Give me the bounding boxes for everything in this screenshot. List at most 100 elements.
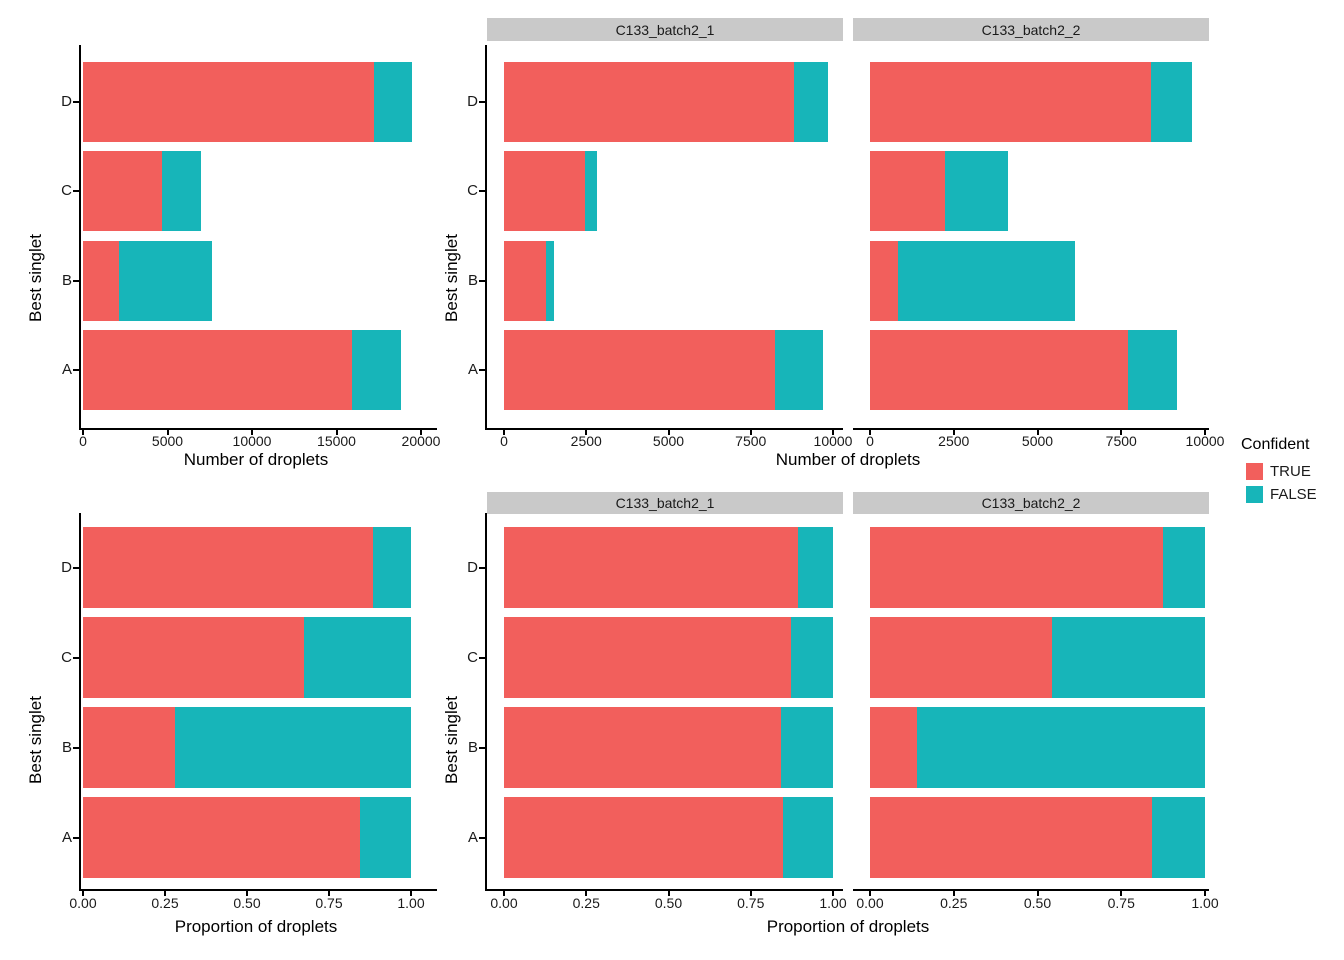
bar-segment-false xyxy=(1151,62,1192,142)
bar-segment-true xyxy=(83,617,305,698)
y-category-label: D xyxy=(467,558,478,576)
x-tick xyxy=(952,428,955,435)
x-tick-label: 0 xyxy=(500,433,508,449)
facet-strip-label: C133_batch2_2 xyxy=(981,21,1081,38)
bar-segment-false xyxy=(781,707,833,788)
x-tick-label: 0.75 xyxy=(737,895,765,911)
x-tick xyxy=(952,889,955,896)
x-tick xyxy=(251,428,253,435)
x-tick-label: 20000 xyxy=(401,433,441,449)
bar-segment-true xyxy=(83,151,163,231)
x-tick xyxy=(1204,889,1206,896)
x-tick xyxy=(503,889,505,896)
legend-swatch-true xyxy=(1246,463,1263,480)
bar-segment-true xyxy=(504,797,784,878)
bar-segment-false xyxy=(774,330,823,410)
y-tick xyxy=(73,369,79,371)
facet-strip-label: C133_batch2_1 xyxy=(615,21,715,38)
bar-segment-true xyxy=(504,241,547,321)
x-tick-label: 7500 xyxy=(735,433,767,449)
y-tick xyxy=(479,280,485,282)
y-category-label: B xyxy=(467,272,478,289)
x-tick xyxy=(1204,428,1206,435)
x-tick xyxy=(749,889,752,896)
bar-segment-true xyxy=(504,62,794,142)
x-tick xyxy=(1036,889,1039,896)
x-tick xyxy=(82,428,84,435)
y-category-label: D xyxy=(467,93,478,110)
bar-segment-false xyxy=(945,151,1009,231)
x-tick xyxy=(667,889,670,896)
x-tick xyxy=(869,889,871,896)
x-axis-title-proportions-facets: Proportion of droplets xyxy=(766,917,930,936)
x-tick xyxy=(1120,889,1123,896)
bar-segment-false xyxy=(360,797,411,878)
bar-segment-false xyxy=(373,527,411,608)
facet-strip-proportions-sample1: C133_batch2_1 xyxy=(487,492,843,514)
x-tick-label: 15000 xyxy=(317,433,356,449)
y-category-label: A xyxy=(467,361,478,378)
bar-segment-false xyxy=(1163,527,1205,608)
x-tick-label: 10000 xyxy=(1185,433,1225,449)
y-tick xyxy=(73,101,79,103)
x-tick-label: 0.25 xyxy=(151,895,179,911)
x-tick-label: 1.00 xyxy=(1191,895,1219,911)
x-tick-label: 5000 xyxy=(652,433,685,449)
x-tick xyxy=(166,428,169,435)
x-tick xyxy=(585,889,588,896)
bar-segment-true xyxy=(504,330,775,410)
x-tick-label: 0.50 xyxy=(654,895,683,911)
bar-segment-false xyxy=(373,62,412,142)
y-category-label: C xyxy=(61,648,72,666)
y-category-label: D xyxy=(61,93,72,110)
y-tick xyxy=(479,101,485,103)
x-tick-label: 5000 xyxy=(1021,433,1054,449)
y-axis-line xyxy=(485,513,487,891)
bar-segment-false xyxy=(174,707,411,788)
y-tick xyxy=(73,656,79,659)
facet-strip-counts-sample1: C133_batch2_1 xyxy=(487,18,843,41)
bar-segment-false xyxy=(790,617,833,698)
bar-segment-true xyxy=(504,707,782,788)
x-tick-label: 1.00 xyxy=(819,895,847,911)
bar-segment-true xyxy=(870,617,1052,698)
x-tick-label: 0.75 xyxy=(315,895,343,911)
y-tick xyxy=(479,836,485,839)
y-category-label: B xyxy=(61,272,72,289)
bar-segment-true xyxy=(870,330,1128,410)
x-tick-label: 0.75 xyxy=(1107,895,1135,911)
x-axis-line xyxy=(485,428,843,430)
x-axis-line xyxy=(79,428,437,430)
x-tick xyxy=(667,428,670,435)
y-category-label: A xyxy=(61,361,72,378)
x-tick-label: 7500 xyxy=(1105,433,1137,449)
bar-segment-true xyxy=(83,241,119,321)
x-axis-line xyxy=(853,889,1209,891)
y-category-label: C xyxy=(61,182,72,199)
bar-segment-false xyxy=(898,241,1075,321)
x-tick-label: 0.50 xyxy=(1023,895,1052,911)
bar-segment-true xyxy=(870,241,899,321)
x-tick-label: 5000 xyxy=(151,433,184,449)
x-tick-label: 2500 xyxy=(570,433,602,449)
x-tick xyxy=(832,889,834,896)
x-tick xyxy=(869,428,871,435)
bar-segment-false xyxy=(798,527,833,608)
legend-label-false: FALSE xyxy=(1270,486,1317,503)
x-tick xyxy=(335,428,338,435)
x-tick-label: 0.25 xyxy=(940,895,968,911)
x-tick xyxy=(246,889,248,896)
x-tick-label: 2500 xyxy=(938,433,970,449)
facet-strip-proportions-sample2: C133_batch2_2 xyxy=(853,492,1209,514)
bar-segment-false xyxy=(352,330,402,410)
x-tick-label: 0.00 xyxy=(490,895,518,911)
y-category-label: A xyxy=(467,828,478,846)
y-tick xyxy=(479,656,485,659)
x-axis-title-counts-facets: Number of droplets xyxy=(775,450,921,469)
x-tick-label: 0.00 xyxy=(856,895,884,911)
legend-title: Confident xyxy=(1241,436,1310,453)
y-category-label: C xyxy=(467,648,478,666)
x-axis-title-proportions-combined: Proportion of droplets xyxy=(174,917,338,936)
x-tick xyxy=(410,889,412,896)
bar-segment-true xyxy=(83,797,361,878)
